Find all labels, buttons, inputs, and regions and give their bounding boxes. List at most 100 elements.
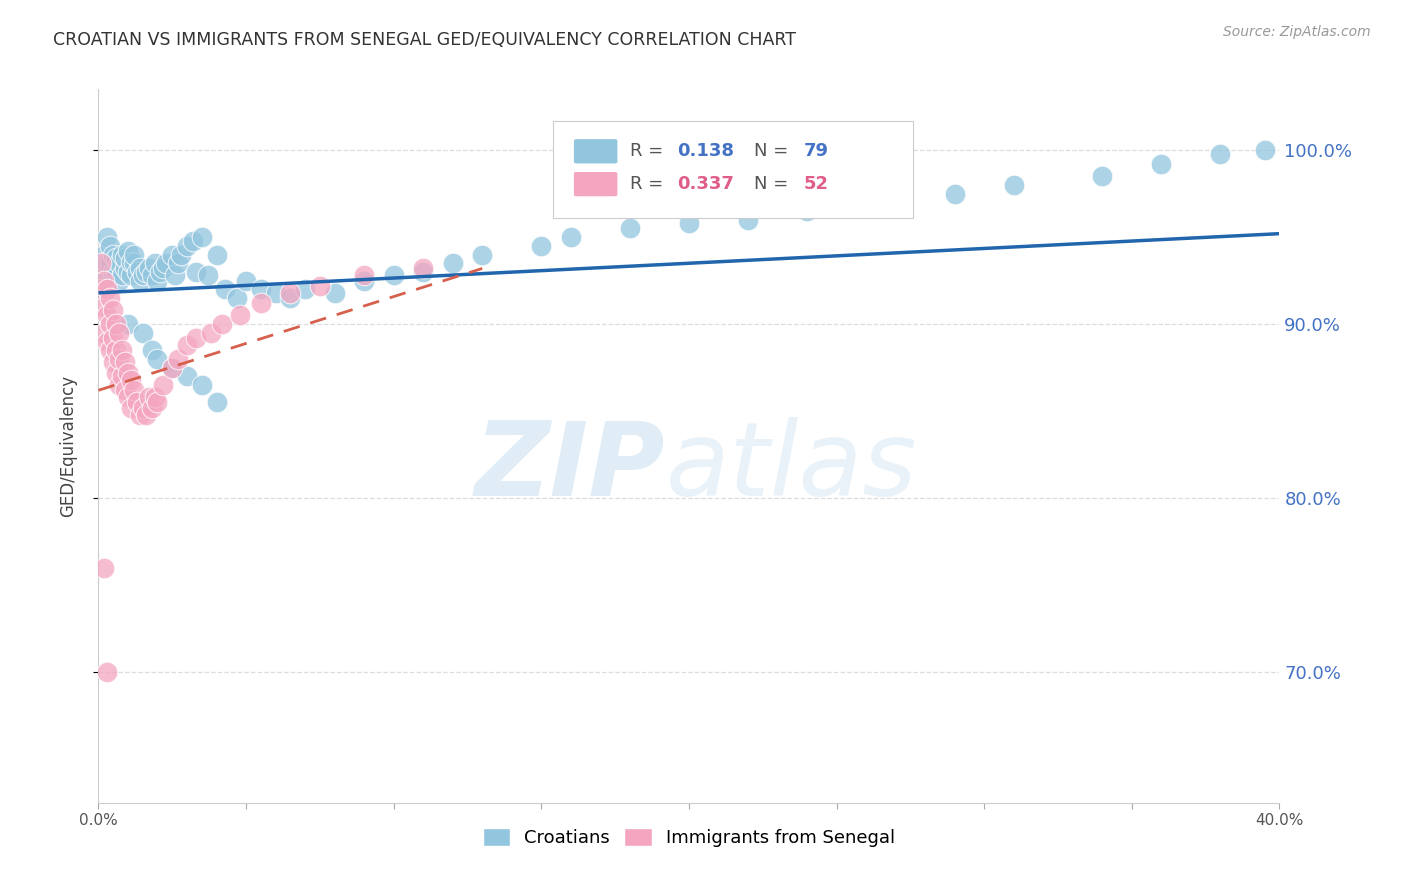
Y-axis label: GED/Equivalency: GED/Equivalency [59,375,77,517]
Point [141,268,163,283]
FancyBboxPatch shape [574,138,619,164]
Point [170,247,193,261]
Point [98,256,121,270]
Point [93,561,115,575]
Point [96,309,118,323]
Point [146,274,169,288]
Point [114,251,136,265]
Point [132,268,155,283]
Point [176,369,198,384]
Point [90,265,112,279]
Point [141,343,163,358]
FancyBboxPatch shape [574,171,619,197]
Point [226,291,249,305]
Point [412,261,434,276]
Point [197,268,219,283]
Point [191,230,214,244]
Point [280,291,302,305]
Point [98,343,121,358]
Text: 79: 79 [803,143,828,161]
Point [105,265,128,279]
Point [167,351,190,366]
Point [103,265,125,279]
Point [108,378,131,392]
Point [229,309,252,323]
Point [138,261,160,276]
Point [128,261,150,276]
Point [120,254,142,268]
Point [214,282,236,296]
Point [184,265,207,279]
Point [143,256,166,270]
Point [143,390,166,404]
Point [205,247,228,261]
Point [184,331,207,345]
Point [135,408,157,422]
Point [122,384,145,398]
Point [117,265,139,279]
Point [93,300,115,314]
Point [149,265,172,279]
Text: CROATIAN VS IMMIGRANTS FROM SENEGAL GED/EQUIVALENCY CORRELATION CHART: CROATIAN VS IMMIGRANTS FROM SENEGAL GED/… [53,31,796,49]
Point [105,366,128,380]
Text: atlas: atlas [665,417,917,517]
Point [200,326,222,340]
Point [108,274,131,288]
Point [96,282,118,296]
Text: R =: R = [630,143,669,161]
Point [353,274,375,288]
Point [93,274,115,288]
Text: N =: N = [754,175,794,193]
Point [105,343,128,358]
Point [167,256,190,270]
Point [138,390,160,404]
Point [117,390,139,404]
Point [114,261,136,276]
Point [176,338,198,352]
Point [96,230,118,244]
Point [1254,143,1277,157]
Point [165,268,187,283]
Point [382,268,405,283]
Point [471,247,494,261]
Point [111,343,134,358]
Point [135,265,157,279]
Point [90,256,112,270]
Point [120,373,142,387]
Point [108,326,131,340]
Point [162,360,183,375]
Point [146,395,169,409]
Point [1150,157,1173,171]
Point [96,334,118,349]
Point [141,401,163,415]
Point [530,239,553,253]
Point [181,234,204,248]
Point [560,230,582,244]
Point [152,261,174,276]
Point [309,278,332,293]
Point [155,256,177,270]
Point [98,291,121,305]
Point [162,360,183,375]
Point [122,256,145,270]
Point [250,296,273,310]
Point [125,265,148,279]
Point [103,303,125,318]
Point [855,199,877,213]
Point [111,247,134,261]
Text: 0.138: 0.138 [678,143,734,161]
Point [111,369,134,384]
Text: Source: ZipAtlas.com: Source: ZipAtlas.com [1223,25,1371,39]
Point [294,282,316,296]
Point [117,244,139,258]
Point [117,366,139,380]
Text: ZIP: ZIP [475,417,665,518]
Point [103,355,125,369]
Point [280,285,302,300]
Point [132,401,155,415]
Text: 0.337: 0.337 [678,175,734,193]
Point [103,247,125,261]
Point [1091,169,1114,184]
Point [93,326,115,340]
Point [108,256,131,270]
